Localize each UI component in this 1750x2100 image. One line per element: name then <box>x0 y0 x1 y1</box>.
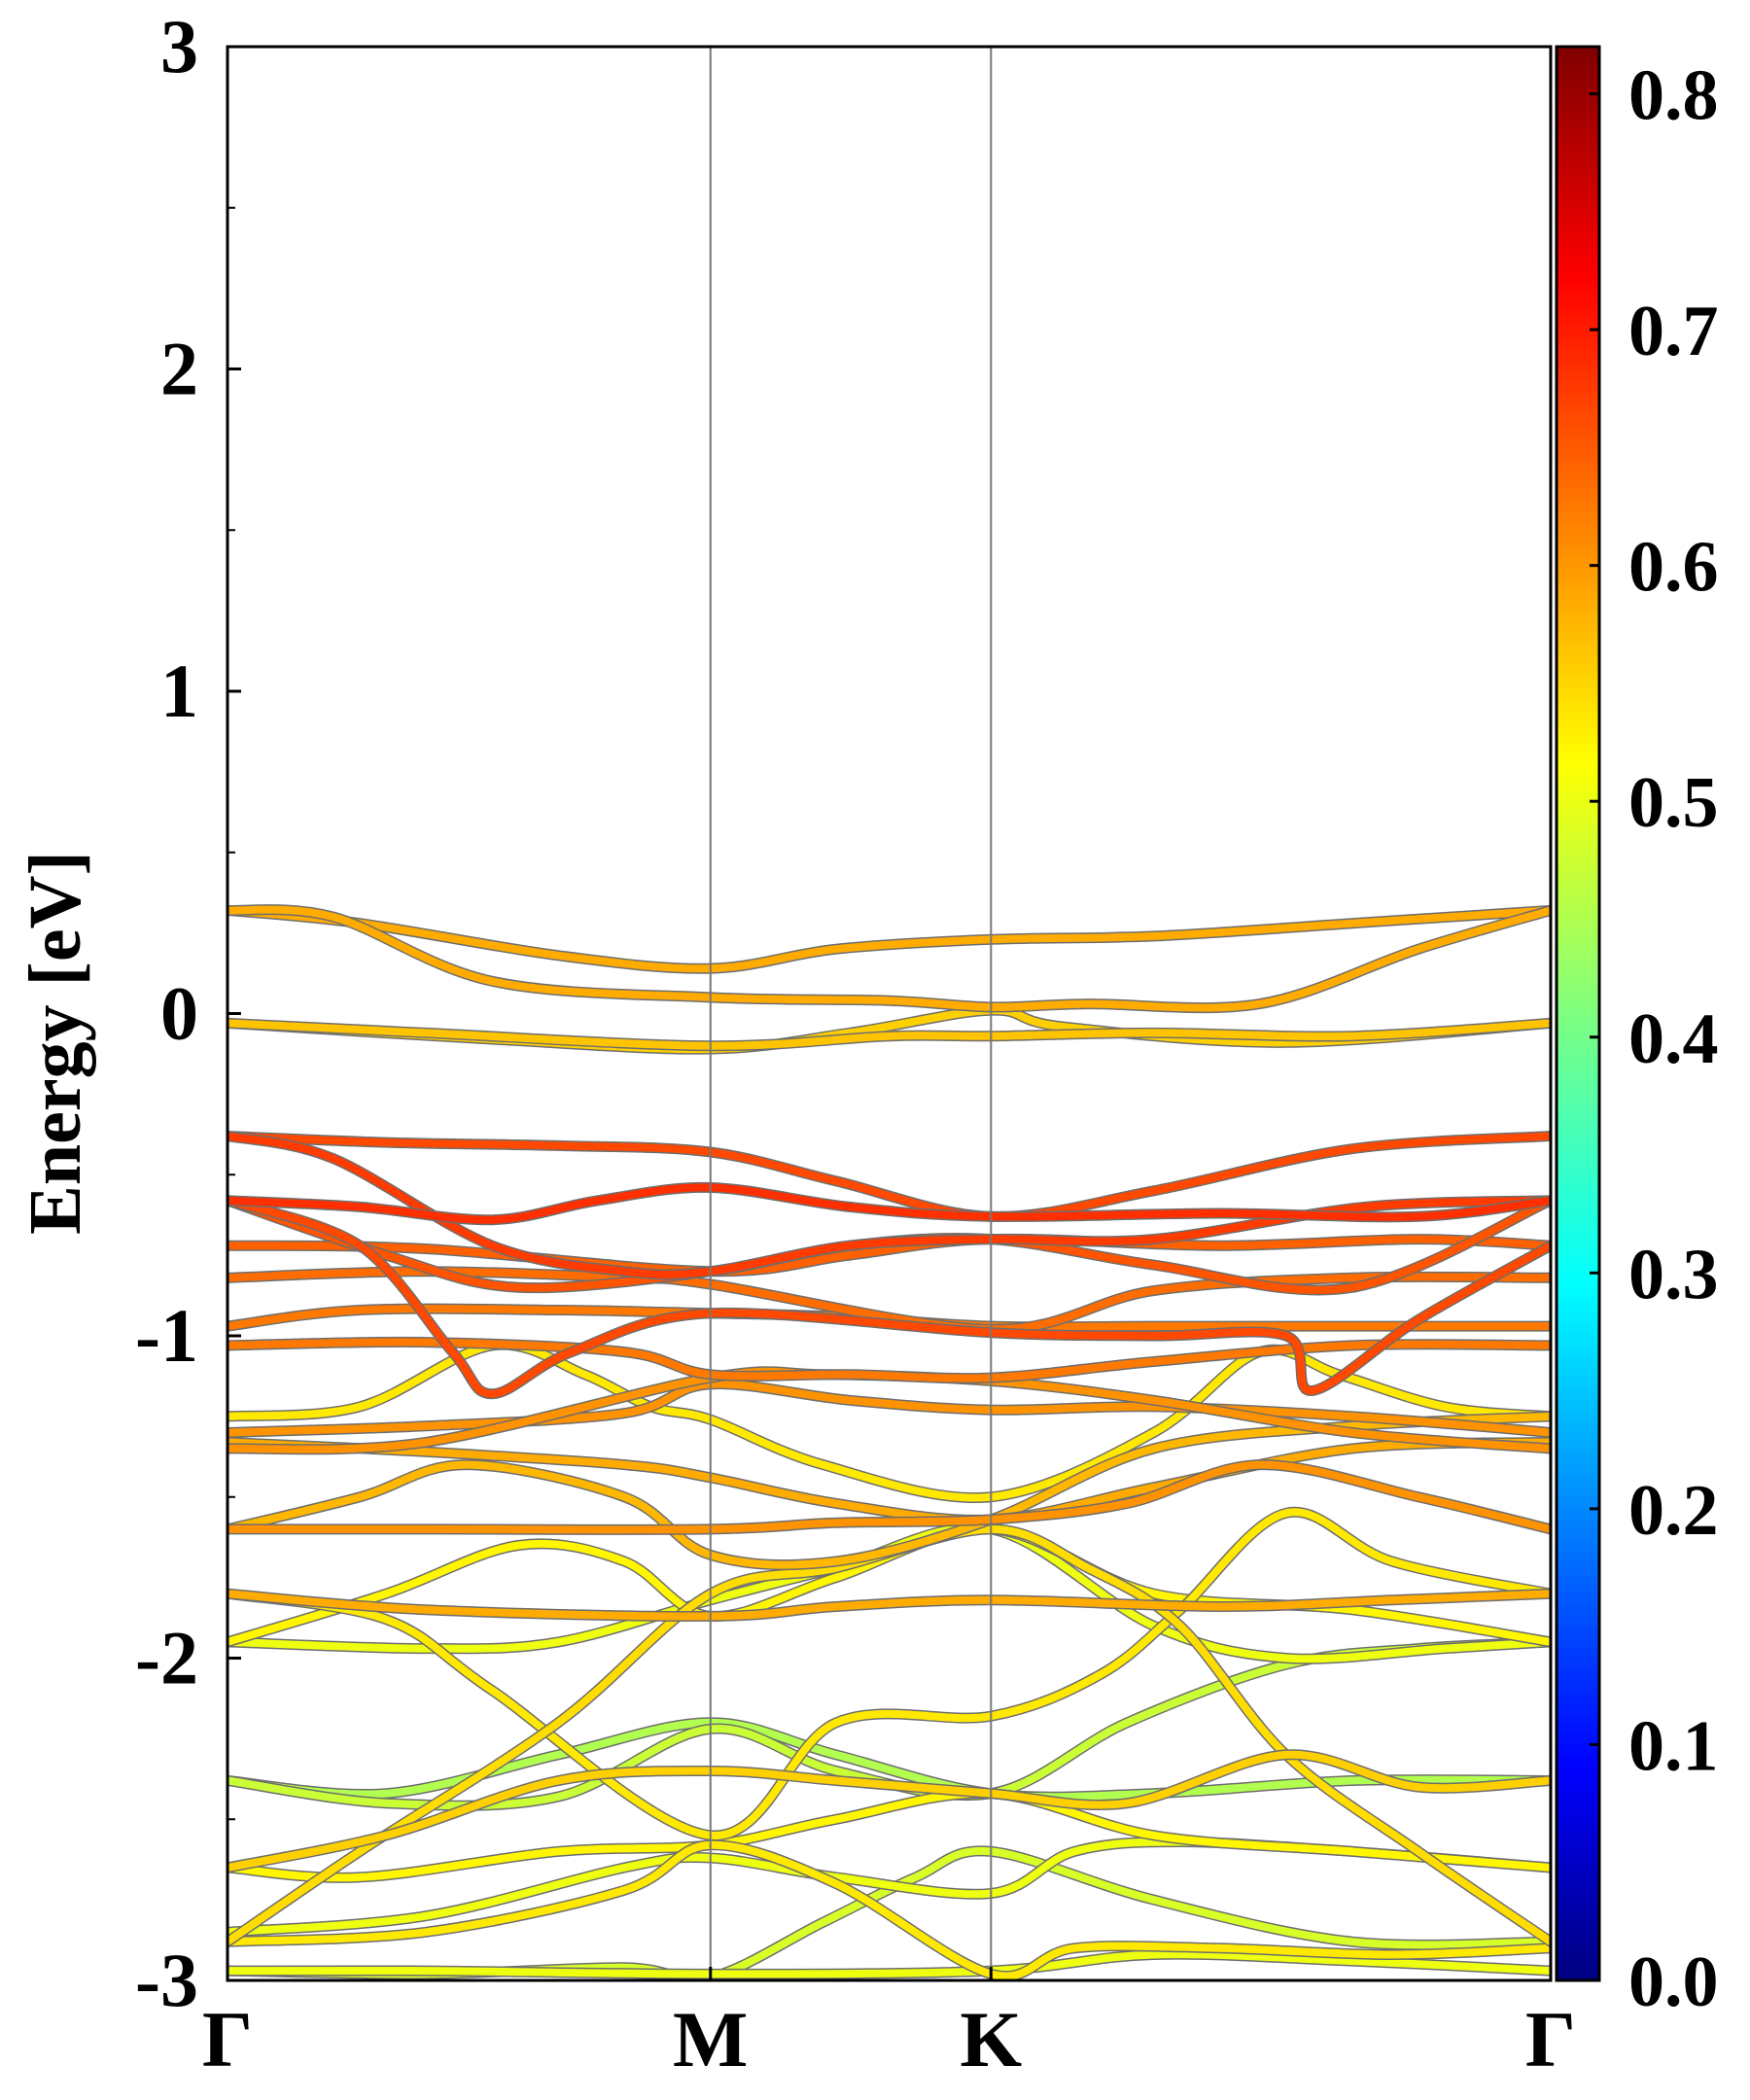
band-line-5 <box>228 1181 1551 1226</box>
band-line-26 <box>228 1749 1551 1873</box>
band-line-0 <box>228 904 1551 974</box>
colorbar-tick-label-4: 0.4 <box>1628 999 1719 1079</box>
band-fill-17 <box>228 1412 1551 1569</box>
band-fill-1 <box>228 905 1551 1012</box>
colorbar-tick-label-0: 0.8 <box>1628 56 1719 136</box>
band-line-12 <box>228 1336 1551 1384</box>
band-line-11 <box>228 1195 1551 1400</box>
y-tick-label-3: 0 <box>160 971 198 1056</box>
colorbar: 0.8 0.7 0.6 0.5 0.4 0.3 0.2 0.1 0.0 <box>1555 45 1719 2022</box>
band-line-14 <box>228 1378 1551 1438</box>
band-fill-2 <box>228 1019 1551 1050</box>
band-line-30 <box>228 1839 1551 1980</box>
band-fill-18 <box>228 1460 1551 1534</box>
band-fill-31 <box>228 1950 1551 1978</box>
band-line-22 <box>228 1506 1551 1841</box>
plot-frame <box>226 45 1553 1982</box>
y-tick-label-4: -1 <box>135 1293 198 1378</box>
band-line-1 <box>228 904 1551 1014</box>
colorbar-tick-label-7: 0.1 <box>1628 1706 1719 1786</box>
band-line-16 <box>228 1436 1551 1525</box>
y-tick-label-5: -2 <box>135 1616 198 1700</box>
band-fill-4 <box>228 1132 1551 1221</box>
band-line-31 <box>228 1948 1551 1979</box>
band-line-17 <box>228 1411 1551 1570</box>
y-tick-label-6: -3 <box>135 1938 198 2022</box>
band-line-2 <box>228 1017 1551 1052</box>
colorbar-tick-label-1: 0.7 <box>1628 292 1719 371</box>
colorbar-tick-label-3: 0.5 <box>1628 763 1719 843</box>
band-fill-8 <box>228 1235 1551 1276</box>
band-line-27 <box>228 1787 1551 1883</box>
colorbar-tick-label-2: 0.6 <box>1628 528 1719 608</box>
x-tick-label-2: K <box>960 1995 1022 2083</box>
band-fill-20 <box>228 1590 1551 1621</box>
band-fill-0 <box>228 906 1551 973</box>
band-fill-12 <box>228 1338 1551 1382</box>
colorbar-bar <box>1557 47 1599 1980</box>
bands-layer <box>228 904 1551 1980</box>
colorbar-frame <box>1555 45 1601 1982</box>
y-tick-label-2: 1 <box>160 648 198 733</box>
band-fill-30 <box>228 1840 1551 1980</box>
band-line-8 <box>228 1233 1551 1278</box>
band-line-4 <box>228 1131 1551 1222</box>
colorbar-tick-label-6: 0.2 <box>1628 1471 1719 1551</box>
band-line-20 <box>228 1588 1551 1622</box>
x-tick-label-1: M <box>673 1995 748 2083</box>
band-fill-27 <box>228 1789 1551 1882</box>
band-fill-14 <box>228 1380 1551 1437</box>
band-fill-16 <box>228 1438 1551 1524</box>
band-fill-11 <box>228 1196 1551 1398</box>
colorbar-tick-label-5: 0.3 <box>1628 1235 1719 1314</box>
band-fill-5 <box>228 1183 1551 1224</box>
colorbar-tick-label-8: 0.0 <box>1628 1942 1719 2022</box>
x-tick-label-0: Γ <box>202 1995 253 2083</box>
band-line-18 <box>228 1459 1551 1535</box>
band-fill-26 <box>228 1750 1551 1872</box>
band-fill-22 <box>228 1508 1551 1839</box>
y-tick-label-1: 2 <box>160 327 198 411</box>
x-tick-label-3: Γ <box>1525 1995 1576 2083</box>
y-tick-label-0: 3 <box>160 4 198 88</box>
y-axis-label: Energy [eV] <box>15 851 96 1235</box>
